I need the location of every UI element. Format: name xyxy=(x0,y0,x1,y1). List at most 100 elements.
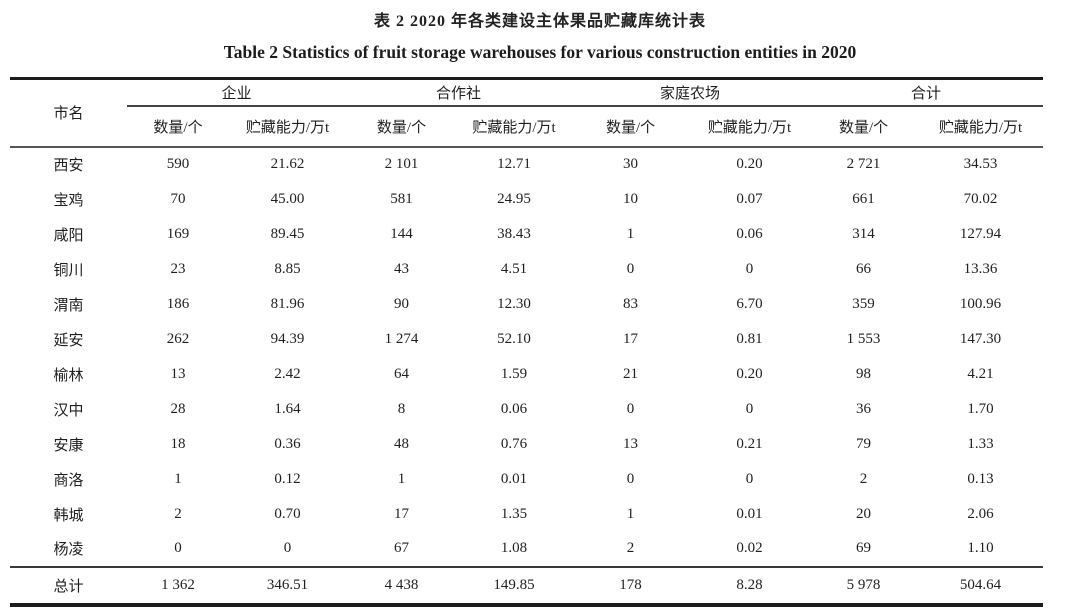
value-cell: 18 xyxy=(170,435,186,452)
value-cell: 0 xyxy=(626,400,635,417)
value-cell: 2.42 xyxy=(274,365,301,382)
value-cell: 0 xyxy=(626,470,635,487)
value-cell: 8.85 xyxy=(274,260,301,277)
value-cell: 13.36 xyxy=(963,260,998,277)
city-name: 宝鸡 xyxy=(53,192,84,209)
value-cell: 64 xyxy=(394,365,410,382)
value-cell: 1 274 xyxy=(384,330,419,347)
value-cell: 6.70 xyxy=(736,295,763,312)
city-name: 杨凌 xyxy=(53,542,84,558)
value-cell: 1 xyxy=(397,470,406,487)
col-header-city: 市名 xyxy=(10,78,127,148)
value-cell: 13 xyxy=(623,435,639,452)
value-cell: 0.76 xyxy=(500,435,528,452)
city-name: 渭南 xyxy=(53,297,84,314)
value-cell: 38.43 xyxy=(497,225,531,242)
city-name: 榆林 xyxy=(53,367,84,384)
value-cell: 30 xyxy=(623,156,639,172)
value-cell: 1.59 xyxy=(500,365,528,382)
city-name: 延安 xyxy=(53,332,84,349)
value-cell: 262 xyxy=(166,330,190,347)
col-header-capacity: 贮藏能力/万t xyxy=(918,105,1044,148)
value-cell: 2 721 xyxy=(846,156,881,172)
value-cell: 1.33 xyxy=(967,435,994,452)
value-cell: 10 xyxy=(623,190,639,207)
value-cell: 661 xyxy=(852,190,875,207)
value-cell: 70 xyxy=(170,190,186,207)
city-name: 韩城 xyxy=(53,507,84,524)
value-cell: 2 xyxy=(174,505,182,522)
table-row: 韩城 2 0.70 17 1.35 1 0.01 20 2.06 xyxy=(10,497,1043,532)
value-cell: 45.00 xyxy=(270,190,305,207)
col-header-capacity: 贮藏能力/万t xyxy=(457,105,572,148)
col-group-cooperative: 合作社 xyxy=(346,78,572,107)
value-cell: 4 438 xyxy=(346,565,458,605)
value-cell: 12.30 xyxy=(497,295,531,312)
value-cell: 48 xyxy=(394,435,410,452)
value-cell: 5 978 xyxy=(809,565,919,605)
value-cell: 17 xyxy=(394,505,410,522)
city-name: 咸阳 xyxy=(53,227,84,244)
value-cell: 43 xyxy=(394,260,410,277)
value-cell: 23 xyxy=(170,260,186,277)
value-cell: 0.20 xyxy=(736,156,763,172)
col-group-family-farm: 家庭农场 xyxy=(571,78,810,107)
value-cell: 2.06 xyxy=(967,505,994,522)
value-cell: 70.02 xyxy=(963,190,998,207)
value-cell: 98 xyxy=(856,365,872,382)
value-cell: 52.10 xyxy=(497,330,531,347)
value-cell: 34.53 xyxy=(963,156,998,172)
col-header-qty: 数量/个 xyxy=(346,105,458,148)
city-name: 商洛 xyxy=(53,472,84,489)
table-row: 杨凌 0 0 67 1.08 2 0.02 69 1.10 xyxy=(10,532,1043,567)
value-cell: 0 xyxy=(745,470,754,487)
value-cell: 20 xyxy=(856,505,872,522)
value-cell: 0 xyxy=(745,400,754,417)
value-cell: 21 xyxy=(623,365,639,382)
value-cell: 17 xyxy=(623,330,639,347)
value-cell: 504.64 xyxy=(918,565,1044,605)
value-cell: 4.51 xyxy=(500,260,528,277)
value-cell: 0.70 xyxy=(274,505,301,522)
value-cell: 590 xyxy=(166,156,190,172)
value-cell: 1 xyxy=(626,505,635,522)
table-row: 宝鸡 70 45.00 581 24.95 10 0.07 661 70.02 xyxy=(10,182,1043,217)
value-cell: 178 xyxy=(571,565,691,605)
value-cell: 1 553 xyxy=(846,330,881,347)
value-cell: 127.94 xyxy=(959,225,1002,242)
header-sub-row: 数量/个 贮藏能力/万t 数量/个 贮藏能力/万t 数量/个 贮藏能力/万t 数… xyxy=(10,105,1044,148)
value-cell: 24.95 xyxy=(497,190,531,207)
value-cell: 8.28 xyxy=(690,565,810,605)
value-cell: 581 xyxy=(390,190,413,207)
value-cell: 2 101 xyxy=(384,156,419,172)
table-row: 铜川 23 8.85 43 4.51 0 0 66 13.36 xyxy=(10,252,1043,287)
city-name: 安康 xyxy=(53,437,84,454)
col-header-qty: 数量/个 xyxy=(571,105,691,148)
table-footer: 总计 1 362 346.51 4 438 149.85 178 8.28 5 … xyxy=(10,565,1044,605)
table-row: 商洛 1 0.12 1 0.01 0 0 2 0.13 xyxy=(10,462,1043,497)
value-cell: 1.08 xyxy=(500,540,528,556)
header-group-row: 市名 企业 合作社 家庭农场 合计 xyxy=(10,78,1044,148)
value-cell: 81.96 xyxy=(270,295,305,312)
table-row: 西安 590 21.62 2 101 12.71 30 0.20 2 721 34.53 xyxy=(10,147,1043,182)
value-cell: 83 xyxy=(623,295,639,312)
statistics-table: 市名 企业 合作社 家庭农场 合计 数量/个 贮藏能力/万t 数量/个 贮藏能力… xyxy=(10,77,1044,607)
value-cell: 0 xyxy=(283,540,292,556)
value-cell: 186 xyxy=(166,295,190,312)
value-cell: 0.81 xyxy=(736,330,763,347)
col-header-capacity: 贮藏能力/万t xyxy=(690,105,810,148)
table-row: 安康 18 0.36 48 0.76 13 0.21 79 1.33 xyxy=(10,427,1043,462)
value-cell: 21.62 xyxy=(270,156,305,172)
value-cell: 67 xyxy=(394,540,410,556)
city-name: 汉中 xyxy=(53,402,84,419)
value-cell: 1 xyxy=(174,470,182,487)
col-header-capacity: 贮藏能力/万t xyxy=(229,105,347,148)
value-cell: 2 xyxy=(626,540,635,556)
table-row: 汉中 28 1.64 8 0.06 0 0 36 1.70 xyxy=(10,392,1043,427)
value-cell: 1.64 xyxy=(274,400,301,417)
value-cell: 314 xyxy=(852,225,875,242)
value-cell: 0 xyxy=(745,260,754,277)
value-cell: 0.01 xyxy=(736,505,763,522)
col-group-total: 合计 xyxy=(809,78,1044,107)
city-name: 西安 xyxy=(53,158,84,174)
